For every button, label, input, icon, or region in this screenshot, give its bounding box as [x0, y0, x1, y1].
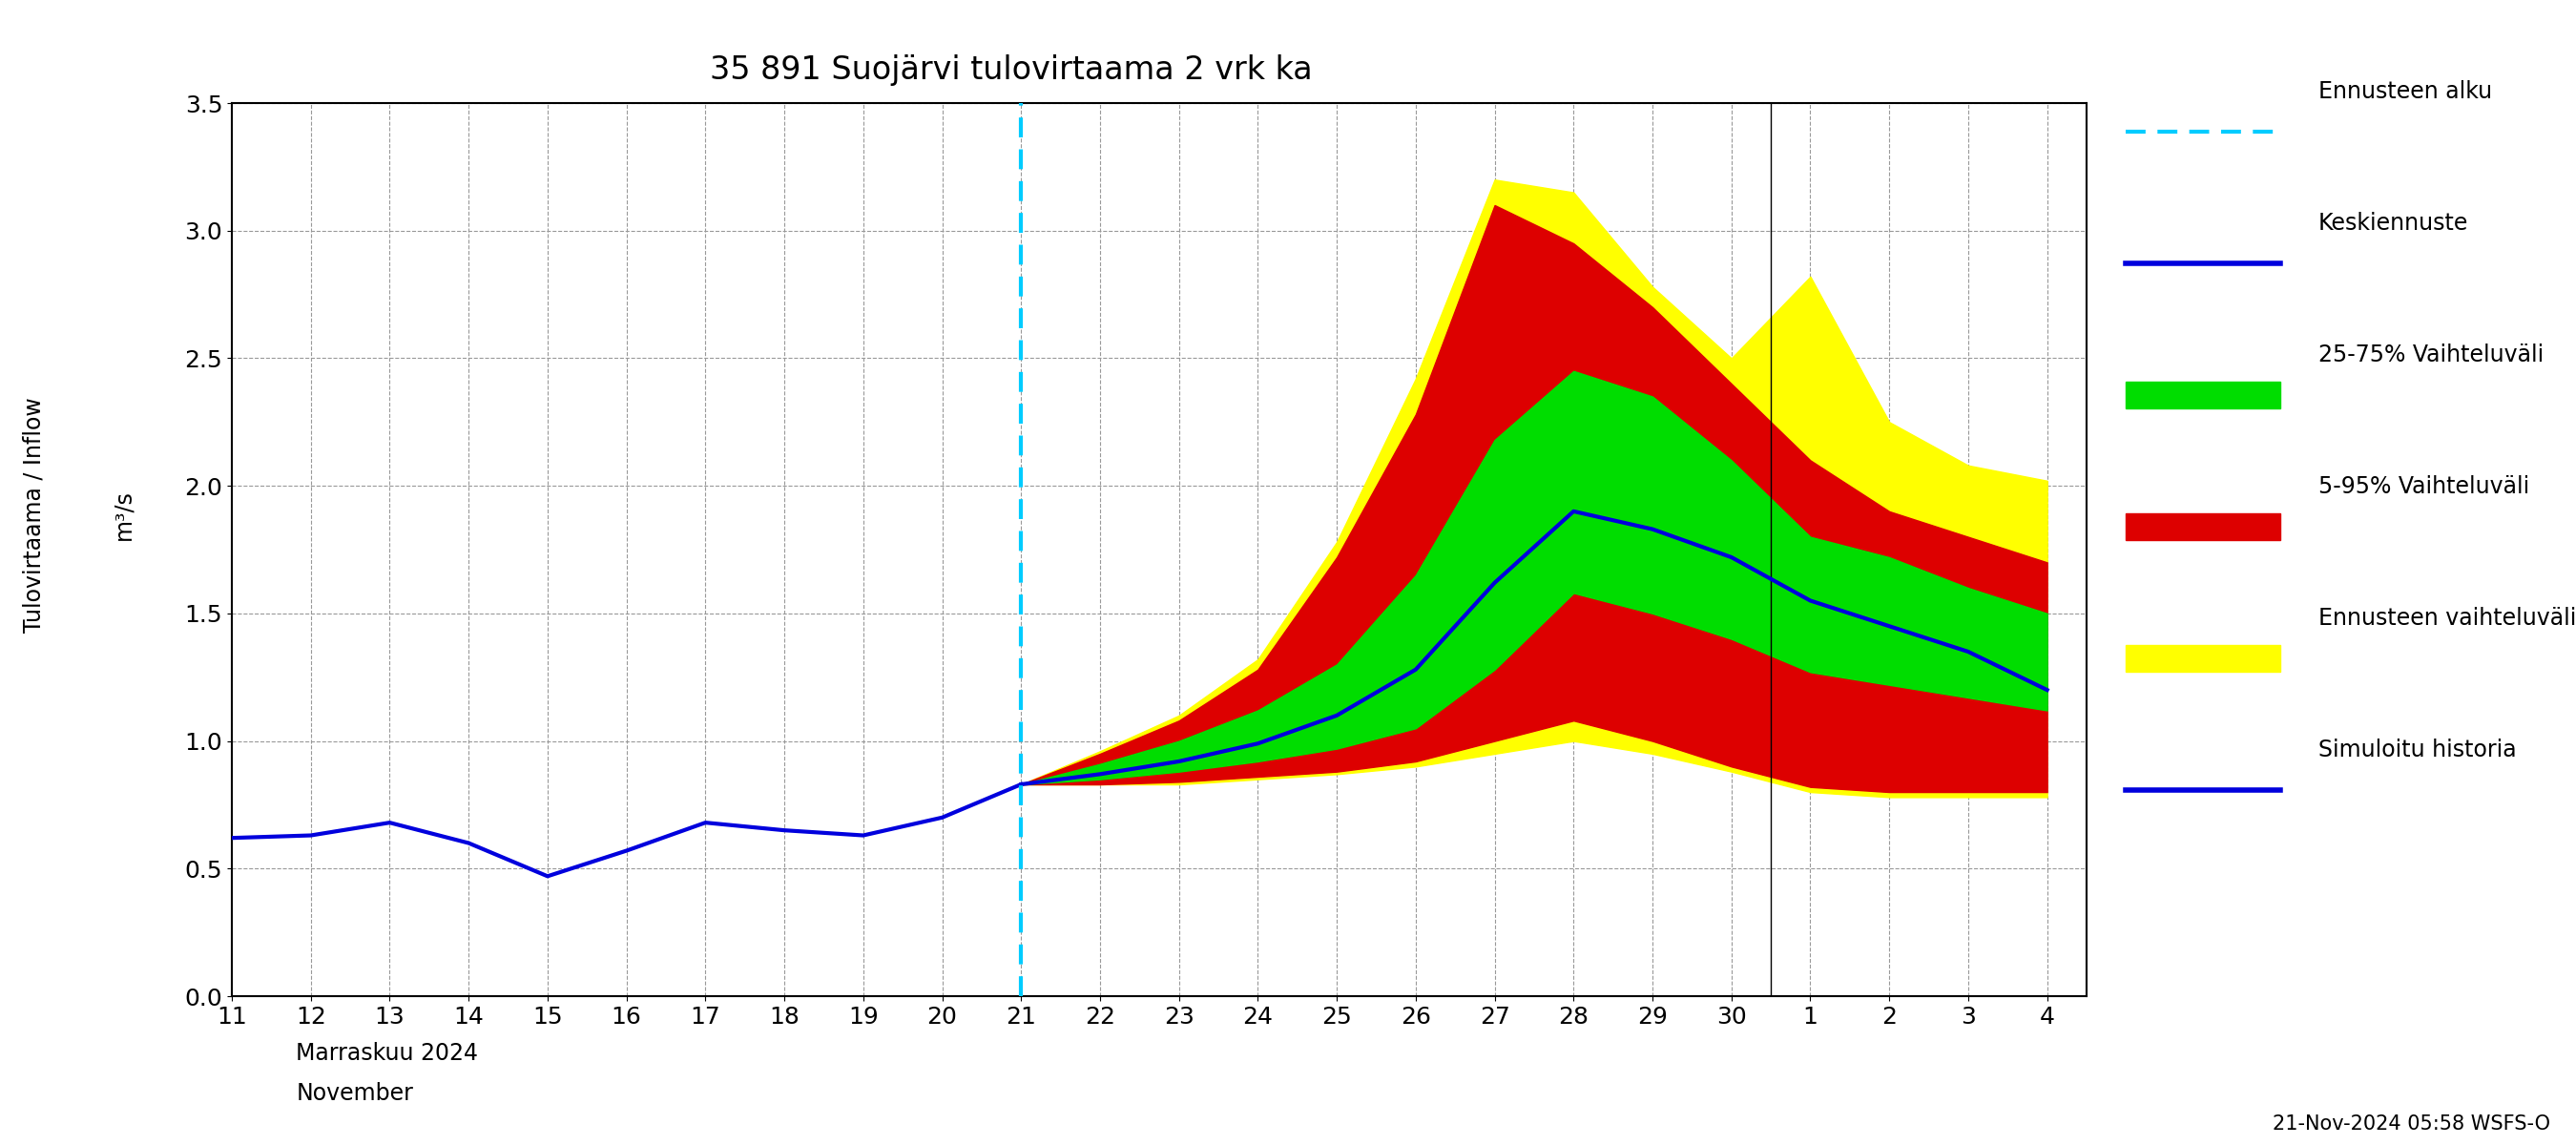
- Title: 35 891 Suojärvi tulovirtaama 2 vrk ka: 35 891 Suojärvi tulovirtaama 2 vrk ka: [708, 54, 1311, 86]
- Text: November: November: [296, 1082, 415, 1105]
- Text: 21-Nov-2024 05:58 WSFS-O: 21-Nov-2024 05:58 WSFS-O: [2272, 1114, 2550, 1134]
- Text: 5-95% Vaihteluväli: 5-95% Vaihteluväli: [2318, 475, 2530, 498]
- Text: 25-75% Vaihteluväli: 25-75% Vaihteluväli: [2318, 344, 2543, 366]
- Text: m³/s: m³/s: [113, 490, 134, 540]
- Text: Ennusteen alku: Ennusteen alku: [2318, 80, 2491, 103]
- Text: Ennusteen vaihteluväli: Ennusteen vaihteluväli: [2318, 607, 2576, 630]
- Text: Simuloitu historia: Simuloitu historia: [2318, 739, 2517, 761]
- Text: Tulovirtaama / Inflow: Tulovirtaama / Inflow: [23, 397, 44, 633]
- Text: Keskiennuste: Keskiennuste: [2318, 212, 2468, 235]
- Text: Marraskuu 2024: Marraskuu 2024: [296, 1042, 479, 1065]
